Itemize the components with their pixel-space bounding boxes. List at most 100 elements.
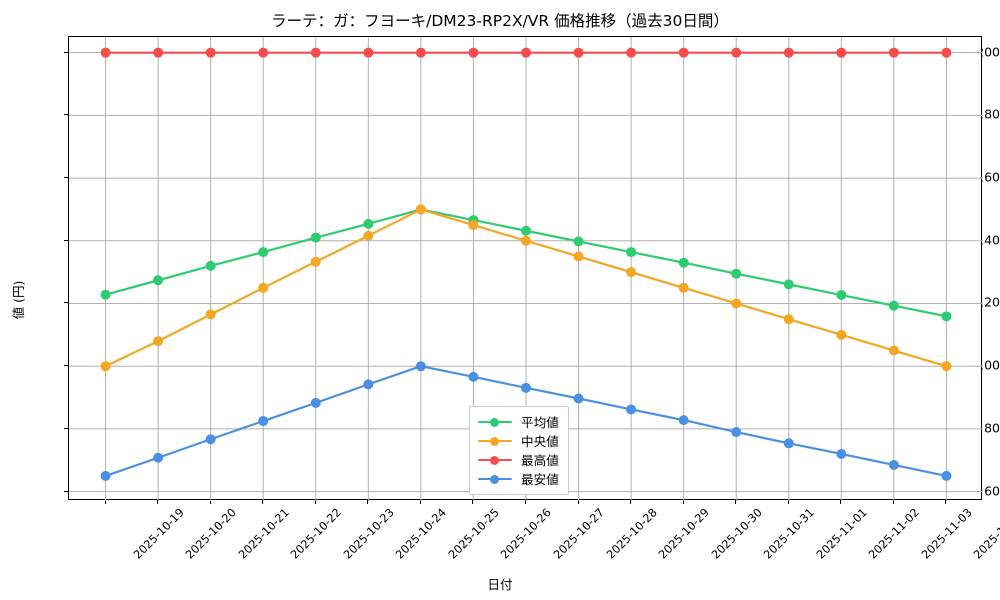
- data-point: [783, 47, 794, 58]
- legend-label: 中央値: [521, 434, 559, 449]
- x-tick-mark: [314, 500, 316, 504]
- chart-title: ラーテ：ガ：フヨーキ/DM23-RP2X/VR 価格推移（過去30日間）: [271, 12, 729, 30]
- x-tick-mark: [892, 500, 894, 504]
- x-tick-label: 2025-10-21: [235, 506, 292, 562]
- x-tick-mark: [840, 500, 842, 504]
- x-tick-label: 2025-10-24: [393, 506, 450, 562]
- data-point: [310, 47, 321, 58]
- legend-label: 最高値: [521, 453, 559, 468]
- legend-label: 最安値: [521, 472, 559, 487]
- data-point: [415, 47, 426, 58]
- data-point: [468, 220, 479, 231]
- data-point: [573, 236, 584, 247]
- x-tick-mark: [209, 500, 211, 504]
- y-tick-mark: [64, 51, 68, 53]
- y-tick-label: 100: [976, 357, 1000, 373]
- data-point: [363, 47, 374, 58]
- data-point: [836, 47, 847, 58]
- y-tick-mark: [64, 427, 68, 429]
- legend-item-最高値[interactable]: 最高値: [478, 450, 559, 469]
- chart-legend[interactable]: 平均値中央値最高値最安値: [469, 406, 569, 495]
- x-tick-label: 2025-11-04: [971, 506, 1000, 562]
- data-point: [783, 314, 794, 325]
- legend-item-平均値[interactable]: 平均値: [478, 412, 559, 431]
- data-point: [626, 247, 637, 258]
- series-中央値: [100, 204, 952, 372]
- data-point: [468, 47, 479, 58]
- y-tick-label: 120: [976, 294, 1000, 310]
- data-point: [100, 361, 111, 372]
- data-point: [836, 290, 847, 301]
- x-tick-label: 2025-10-22: [288, 506, 345, 562]
- data-point: [888, 300, 899, 311]
- x-tick-mark: [525, 500, 526, 504]
- data-point: [626, 267, 637, 278]
- y-tick-label: 200: [976, 44, 1000, 60]
- x-tick-label: 2025-10-19: [130, 506, 187, 562]
- x-tick-mark: [787, 500, 789, 504]
- data-point: [731, 298, 742, 309]
- legend-marker-icon: [478, 454, 512, 466]
- data-point: [363, 230, 374, 241]
- legend-item-最安値[interactable]: 最安値: [478, 469, 559, 488]
- series-最高値: [100, 47, 952, 58]
- data-point: [415, 361, 426, 372]
- data-point: [363, 218, 374, 229]
- data-point: [205, 309, 216, 320]
- x-tick-label: 2025-10-28: [603, 506, 660, 562]
- x-axis-label: 日付: [487, 577, 513, 592]
- data-point: [941, 361, 952, 372]
- x-tick-label: 2025-10-25: [446, 506, 502, 562]
- y-tick-mark: [64, 302, 68, 304]
- data-point: [888, 345, 899, 356]
- data-point: [100, 470, 111, 481]
- data-point: [678, 282, 689, 293]
- y-axis-label: 値 (円): [10, 280, 26, 320]
- data-point: [836, 448, 847, 459]
- x-tick-label: 2025-10-26: [498, 506, 555, 562]
- data-point: [521, 225, 531, 236]
- data-point: [363, 379, 374, 390]
- data-point: [205, 260, 216, 271]
- data-point: [888, 459, 899, 470]
- data-point: [626, 47, 637, 58]
- data-point: [153, 452, 164, 463]
- x-tick-mark: [367, 500, 369, 504]
- x-tick-mark: [472, 500, 474, 504]
- series-平均値: [100, 204, 952, 322]
- y-tick-mark: [64, 114, 68, 116]
- data-point: [678, 47, 689, 58]
- y-tick-label: 80: [984, 420, 1000, 436]
- data-point: [415, 204, 426, 215]
- x-tick-mark: [419, 500, 421, 504]
- data-point: [258, 47, 269, 58]
- x-tick-mark: [682, 500, 684, 504]
- x-tick-label: 2025-10-31: [761, 506, 818, 562]
- x-tick-mark: [945, 500, 947, 504]
- data-point: [258, 416, 269, 427]
- y-tick-mark: [64, 177, 68, 179]
- data-point: [678, 257, 689, 268]
- data-point: [573, 47, 584, 58]
- x-tick-mark: [735, 500, 737, 504]
- data-point: [941, 311, 952, 322]
- data-point: [626, 404, 637, 415]
- data-point: [941, 47, 952, 58]
- y-tick-mark: [64, 365, 68, 367]
- data-point: [521, 382, 531, 393]
- data-point: [521, 235, 531, 246]
- legend-marker-icon: [478, 416, 512, 428]
- data-point: [258, 247, 269, 258]
- series-lines: [100, 47, 952, 481]
- x-tick-label: 2025-10-23: [340, 506, 397, 562]
- series-最安値: [100, 361, 952, 481]
- y-tick-label: 140: [976, 232, 1000, 248]
- legend-marker-icon: [478, 435, 512, 447]
- data-point: [731, 268, 742, 279]
- x-tick-label: 2025-11-01: [813, 506, 870, 562]
- legend-item-中央値[interactable]: 中央値: [478, 431, 559, 450]
- data-point: [836, 329, 847, 340]
- data-point: [731, 427, 742, 438]
- data-point: [100, 47, 111, 58]
- data-point: [310, 232, 321, 243]
